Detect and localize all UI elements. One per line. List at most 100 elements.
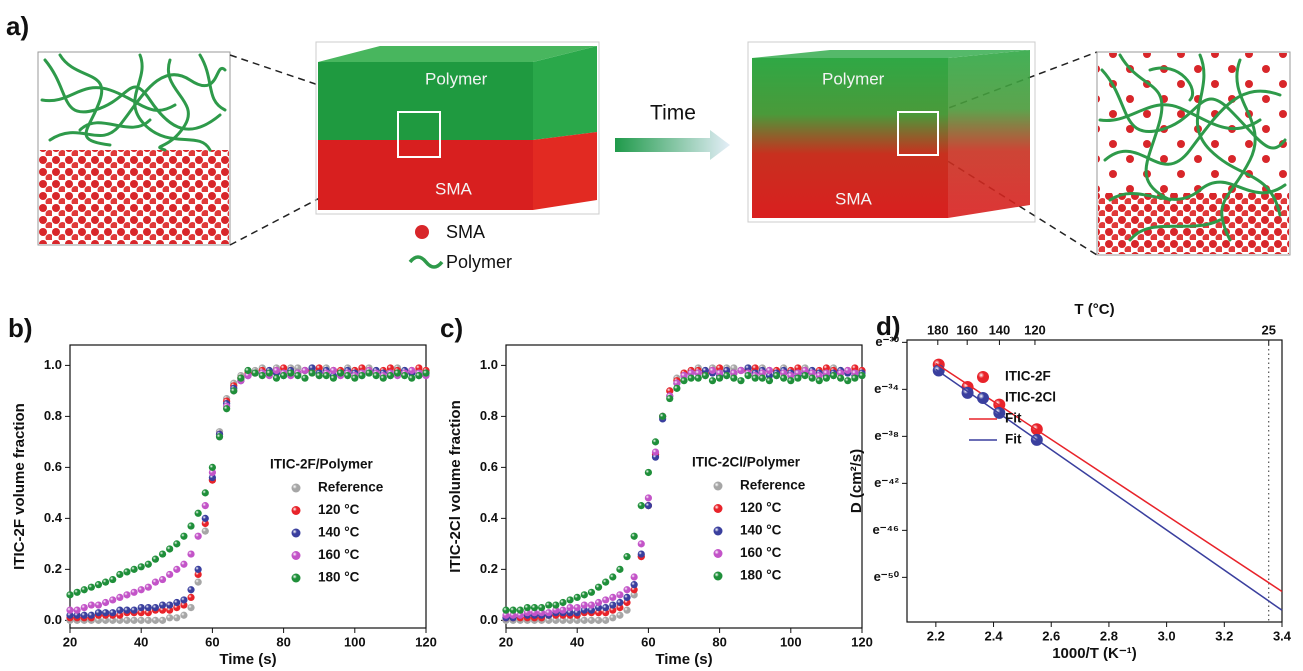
data-point (301, 374, 309, 382)
data-point (308, 364, 316, 372)
data-point (587, 588, 596, 596)
legend-title: ITIC-2F/Polymer (270, 457, 374, 472)
data-point (609, 614, 617, 622)
data-point (730, 364, 738, 372)
inset-before (37, 51, 231, 246)
data-point (294, 371, 302, 380)
legend-label: SMA (446, 222, 485, 242)
inset-after (1096, 51, 1291, 256)
data-point (322, 371, 330, 380)
data-point (258, 371, 266, 380)
data-point (336, 369, 345, 377)
y-tick-label: 0.6 (44, 459, 62, 474)
legend-marker (713, 526, 723, 536)
data-point (708, 366, 717, 375)
data-point (637, 502, 645, 510)
data-point (123, 616, 131, 624)
block-after (747, 41, 1036, 223)
data-point (815, 371, 823, 380)
data-point (158, 606, 167, 614)
data-point (116, 570, 124, 579)
data-point (237, 374, 245, 382)
y-tick-label: e⁻⁴² (874, 475, 900, 490)
data-point (794, 374, 802, 382)
y-tick-label: 0.6 (480, 459, 498, 474)
data-point (516, 611, 524, 619)
data-point (116, 606, 124, 614)
data-point (137, 604, 145, 612)
plot-frame (69, 344, 427, 629)
data-point (616, 598, 624, 607)
data-point (737, 366, 745, 375)
data-point (372, 371, 380, 380)
data-point (116, 593, 124, 602)
data-point (201, 502, 209, 510)
data-point (329, 374, 338, 382)
x-tick-label: 100 (344, 634, 366, 649)
x-tick-label: 3.2 (1215, 628, 1233, 643)
data-point (808, 374, 816, 382)
data-point (194, 509, 202, 517)
data-point (94, 581, 103, 589)
data-point (251, 369, 259, 377)
data-point (566, 596, 574, 604)
data-point (844, 366, 852, 375)
data-point (272, 366, 281, 375)
data-point (166, 606, 174, 614)
legend-label: 180 °C (740, 568, 782, 583)
top-tick-label: 25 (1262, 322, 1276, 337)
x-tick-label: 2.6 (1042, 628, 1060, 643)
legend-marker (291, 573, 301, 583)
data-point (538, 609, 546, 617)
data-point (659, 412, 667, 420)
data-point (758, 374, 766, 382)
data-point (244, 366, 252, 375)
data-point (602, 596, 610, 604)
data-point (794, 364, 802, 372)
data-point (765, 366, 774, 375)
data-point (187, 586, 195, 594)
x-tick-label: 20 (63, 634, 77, 649)
data-point (144, 616, 152, 624)
data-point (116, 616, 124, 624)
legend-label: ITIC-2F (1005, 369, 1051, 384)
y-tick-label: 0.2 (44, 561, 62, 576)
legend-label: 160 °C (740, 545, 782, 560)
data-point (301, 366, 309, 375)
y-tick-label: e⁻³⁸ (874, 428, 899, 443)
block-label: SMA (835, 189, 873, 208)
data-point (801, 366, 809, 375)
data-point (415, 364, 423, 372)
data-point (716, 369, 724, 377)
data-point (502, 606, 510, 614)
data-point (187, 604, 195, 612)
data-point (180, 532, 188, 540)
data-point (765, 371, 774, 380)
legend-marker (713, 571, 723, 581)
data-point (280, 364, 288, 372)
data-point (765, 377, 774, 385)
data-point (315, 364, 323, 372)
data-point (166, 545, 174, 553)
y-axis-label: ITIC-2F volume fraction (11, 403, 28, 570)
data-point (109, 575, 117, 584)
data-point (730, 369, 738, 377)
data-point (780, 374, 788, 382)
data-point (137, 586, 145, 594)
data-point (559, 598, 567, 607)
data-point (801, 371, 809, 380)
data-point (116, 611, 124, 619)
data-point (723, 371, 731, 380)
x-tick-label: 2.2 (927, 628, 945, 643)
y-tick-label: 0.4 (44, 510, 63, 525)
plot-frame (906, 339, 1283, 623)
data-point (787, 371, 795, 380)
x-tick-label: 80 (712, 634, 726, 649)
x-axis-label: 1000/T (K⁻¹) (1052, 645, 1137, 662)
data-point (109, 616, 117, 624)
data-point (173, 604, 181, 612)
data-point (294, 364, 302, 372)
data-point (651, 453, 660, 461)
data-point (545, 616, 553, 624)
data-point (716, 374, 724, 382)
